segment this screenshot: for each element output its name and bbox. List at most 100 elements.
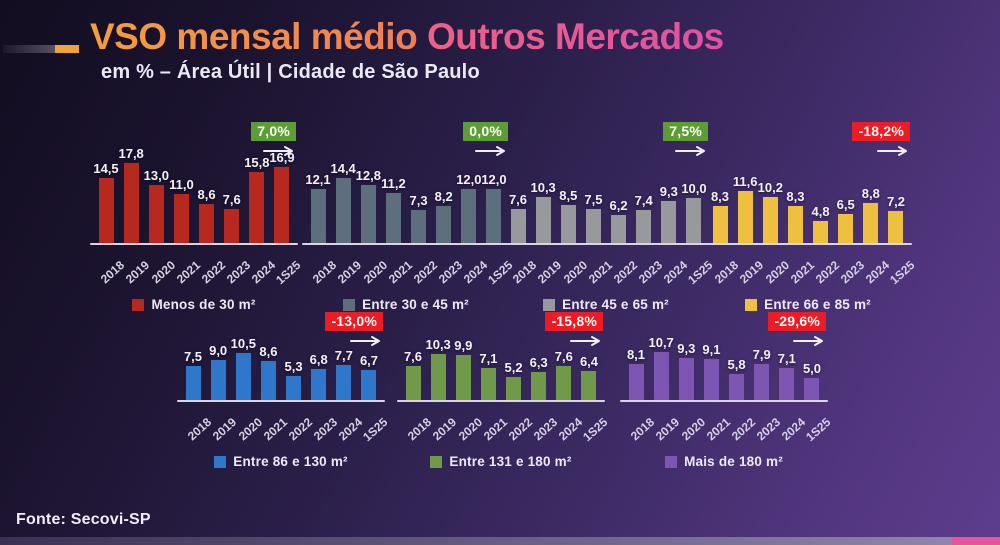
legend-swatch [543, 298, 556, 311]
bottom-strip-gradient [0, 537, 952, 545]
year-slot: 2024 [657, 245, 690, 286]
trend-arrow-icon [852, 144, 910, 156]
year-label: 1S25 [887, 258, 918, 288]
year-slot: 2018 [708, 245, 741, 286]
bar-value-label: 7,1 [777, 351, 796, 367]
bar [661, 201, 677, 243]
bar-slot: 15,8 [244, 154, 270, 243]
bar-slot: 6,7 [357, 353, 381, 400]
bar-value-label: 9,3 [659, 184, 678, 200]
bar [535, 196, 551, 243]
bar [838, 213, 854, 243]
bar-slot: 5,2 [502, 360, 526, 400]
x-axis-labels: 2018 2019 2020 2021 2022 2023 2024 1S25 [702, 245, 917, 287]
bar-slot: 14,4 [330, 161, 356, 243]
bar [531, 371, 547, 400]
bar-slot: 9,3 [657, 184, 681, 243]
year-slot: 2020 [231, 402, 264, 443]
year-slot: 1S25 [884, 245, 917, 287]
x-axis-labels: 2018 2019 2020 2021 2022 2023 2024 1S25 [88, 245, 304, 288]
year-slot: 2019 [331, 245, 364, 286]
x-axis-line [302, 243, 510, 245]
legend-swatch [665, 455, 678, 468]
legend-swatch [214, 455, 227, 468]
bar-slot: 7,6 [552, 349, 576, 400]
bar-value-label: 5,8 [727, 356, 746, 372]
trend-arrow-icon [325, 334, 383, 346]
bar [436, 206, 452, 243]
bar-slot: 7,6 [220, 192, 244, 243]
bar-value-label: 6,5 [836, 196, 855, 212]
year-slot: 2021 [381, 245, 415, 286]
bar [274, 167, 290, 243]
bar [361, 369, 377, 400]
bar-slot: 7,7 [332, 348, 356, 400]
bar [560, 204, 576, 243]
year-slot: 2021 [476, 402, 510, 443]
year-slot: 2020 [144, 245, 177, 286]
bar-value-label: 8,6 [259, 344, 278, 360]
plot-area: 14,5 17,8 13,0 11,0 8,6 7,6 15,8 16,9 [88, 146, 300, 243]
year-slot: 2019 [531, 245, 564, 286]
year-slot: 2023 [632, 245, 665, 286]
bar-slot: 17,8 [118, 146, 144, 243]
legend-swatch [745, 298, 758, 311]
bar-slot: 6,4 [577, 354, 601, 400]
source-note: Fonte: Secovi-SP [16, 511, 151, 528]
year-slot: 2020 [356, 245, 389, 286]
bar-slot: 7,5 [181, 349, 205, 400]
bar-slot: 11,6 [733, 174, 757, 243]
bar-slot: 10,2 [758, 180, 783, 243]
bar-slot: 7,6 [506, 192, 530, 243]
bar [98, 177, 114, 243]
year-label: 1S25 [273, 258, 304, 288]
bar [486, 189, 502, 243]
x-axis-labels: 2018 2019 2020 2021 2022 2023 2024 1S25 [300, 245, 515, 287]
bar-slot: 11,2 [381, 176, 406, 243]
plot-area: 7,5 9,0 10,5 8,6 5,3 6,8 7,7 6,7 [175, 336, 387, 400]
bar-slot: 7,2 [884, 194, 908, 243]
legend: Mais de 180 m² [618, 454, 830, 469]
year-slot: 2019 [206, 402, 239, 443]
trend-arrow-icon [663, 144, 708, 156]
year-label: 1S25 [803, 415, 834, 445]
bar-value-label: 7,9 [752, 347, 771, 363]
bar-slot: 7,1 [775, 351, 799, 400]
x-axis-line [90, 243, 298, 245]
x-axis-line [620, 400, 828, 402]
year-slot: 2022 [407, 245, 440, 286]
bar-value-label: 7,5 [183, 349, 203, 365]
bottom-strip-accent [952, 537, 1000, 545]
year-label: 1S25 [360, 415, 391, 445]
bar [173, 193, 189, 243]
bar-slot: 5,8 [725, 357, 749, 400]
page-title-accent: Outros Mercados [426, 16, 724, 57]
year-slot: 2024 [775, 402, 808, 443]
bar-slot: 7,6 [401, 349, 425, 400]
bar-value-label: 15,8 [244, 154, 270, 170]
x-axis-labels: 2018 2019 2020 2021 2022 2023 2024 1S25 [500, 245, 715, 287]
bar [779, 368, 795, 400]
legend-swatch [343, 298, 356, 311]
bar-value-label: 7,4 [634, 192, 653, 208]
bar-value-label: 11,0 [169, 176, 194, 192]
bar-slot: 8,5 [556, 188, 580, 243]
bar-value-label: 12,0 [481, 172, 507, 187]
trend-badge-wrap: -13,0% [325, 312, 383, 346]
bar [506, 376, 522, 400]
bar-slot: 7,3 [407, 193, 431, 243]
dash-gray-segment [3, 45, 55, 53]
bar [863, 203, 879, 243]
bar-value-label: 6,3 [529, 354, 548, 370]
legend: Entre 66 e 85 m² [702, 297, 914, 312]
bar-value-label: 7,6 [403, 348, 423, 364]
bar-value-label: 12,8 [355, 168, 381, 184]
year-slot: 2021 [783, 245, 817, 286]
bar [888, 210, 904, 243]
bar-slot: 6,5 [834, 197, 858, 243]
bar-slot: 9,3 [674, 341, 698, 400]
bar-value-label: 9,1 [702, 342, 721, 358]
bar-slot: 5,3 [282, 359, 306, 400]
trend-badge-wrap: -29,6% [768, 312, 826, 346]
bar-slot: 8,8 [859, 186, 883, 243]
